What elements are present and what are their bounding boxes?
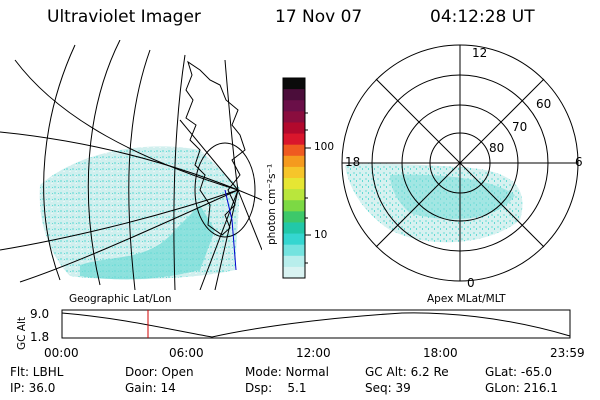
colorbar-segment — [283, 111, 305, 123]
alt-ytick-high: 9.0 — [30, 307, 50, 321]
coastline — [185, 60, 246, 236]
geographic-map — [0, 40, 262, 290]
date-label: 17 Nov 07 — [275, 7, 363, 27]
xtick-2359: 23:59 — [550, 346, 585, 360]
colorbar-segment — [283, 89, 305, 101]
colorbar — [282, 77, 311, 279]
info-gain: Gain: 14 — [125, 381, 176, 395]
alt-ytick-low: 1.8 — [30, 330, 50, 344]
altitude-plot — [61, 309, 571, 339]
colorbar-segment — [283, 222, 305, 235]
right-panel-label: Apex MLat/MLT — [427, 293, 506, 305]
polar-plot — [341, 44, 579, 282]
mlt-label-6: 6 — [575, 155, 583, 169]
colorbar-segment — [283, 100, 305, 112]
info-seq: Seq: 39 — [365, 381, 411, 395]
colorbar-segment — [283, 166, 305, 179]
colorbar-tick-10: 10 — [314, 229, 328, 241]
info-glon: GLon: 216.1 — [485, 381, 558, 395]
info-door: Door: Open — [125, 365, 194, 379]
alt-plot-ylabel: GC Alt — [16, 316, 28, 350]
colorbar-segment — [283, 189, 305, 201]
colorbar-segment — [283, 266, 305, 279]
colorbar-segment — [283, 200, 305, 212]
lat-label-60: 60 — [536, 97, 552, 111]
colorbar-segment — [283, 122, 305, 135]
colorbar-unit-label: photon cm⁻²s⁻¹ — [266, 163, 278, 245]
info-ip: IP: 36.0 — [10, 381, 56, 395]
mlt-label-0: 0 — [467, 276, 475, 290]
xtick-0600: 06:00 — [169, 346, 204, 360]
colorbar-segment — [283, 233, 305, 246]
app-title: Ultraviolet Imager — [47, 7, 201, 27]
colorbar-segment — [283, 155, 305, 168]
xtick-1800: 18:00 — [423, 346, 458, 360]
lat-label-80: 80 — [489, 141, 505, 155]
colorbar-segment — [283, 244, 305, 257]
colorbar-segment — [283, 133, 305, 146]
colorbar-segment — [283, 78, 305, 90]
xtick-1200: 12:00 — [296, 346, 331, 360]
lat-label-70: 70 — [512, 120, 528, 134]
colorbar-tick-100: 100 — [314, 141, 335, 153]
info-flt: Flt: LBHL — [10, 365, 64, 379]
colorbar-segment — [283, 255, 305, 268]
info-gc-alt: GC Alt: 6.2 Re — [365, 365, 449, 379]
mlt-label-12: 12 — [472, 46, 488, 60]
xtick-0000: 00:00 — [44, 346, 79, 360]
info-mode: Mode: Normal — [245, 365, 329, 379]
colorbar-segment — [283, 211, 305, 223]
colorbar-segment — [283, 144, 305, 157]
orbit-track — [224, 189, 237, 271]
colorbar-segment — [283, 178, 305, 190]
info-dsp: Dsp: 5.1 — [245, 381, 307, 395]
mlt-label-18: 18 — [345, 155, 361, 169]
time-label: 04:12:28 UT — [430, 7, 535, 27]
info-glat: GLat: -65.0 — [485, 365, 552, 379]
left-panel-label: Geographic Lat/Lon — [69, 293, 172, 305]
